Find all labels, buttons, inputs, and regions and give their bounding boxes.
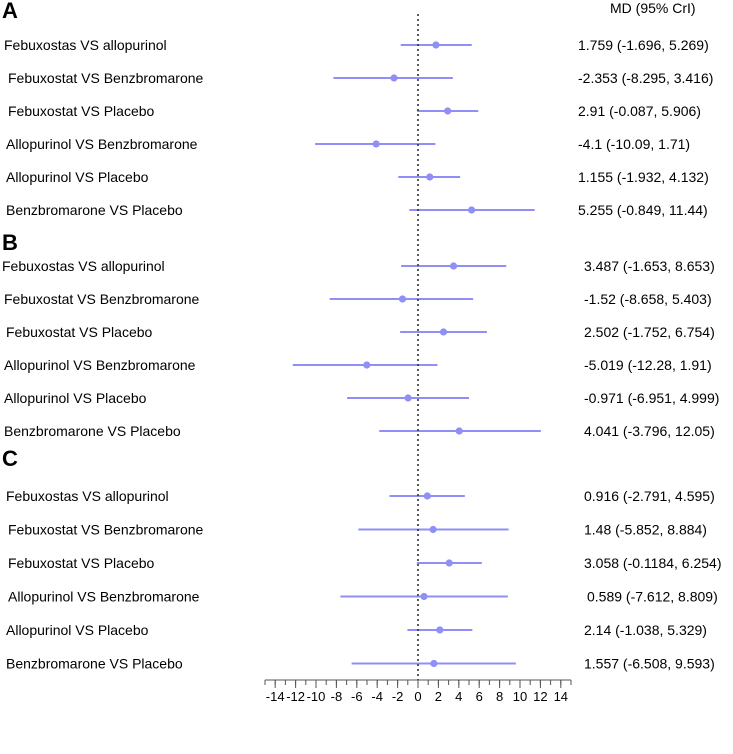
row-label: Febuxostat VS Benzbromarone [8,70,204,86]
row-label: Febuxostas VS allopurinol [2,258,165,274]
row-label: Benzbromarone VS Placebo [6,202,183,218]
row-label: Febuxostat VS Placebo [6,324,153,340]
x-tick-label: -6 [351,689,363,704]
forest-row: Febuxostat VS Benzbromarone -2.353 (-8.29… [8,70,713,86]
forest-row: Allopurinol VS Placebo -0.971 (-6.951, 4.… [4,390,719,406]
ci-value-label: 1.557 (-6.508, 9.593) [584,656,715,672]
ci-value-label: -4.1 (-10.09, 1.71) [578,136,690,152]
point-estimate-marker [430,659,438,668]
forest-row: Febuxostat VS Placebo 2.502 (-1.752, 6.75… [6,324,715,340]
row-label: Allopurinol VS Placebo [6,622,149,638]
forest-row: Benzbromarone VS Placebo 5.255 (-0.849, 1… [6,202,708,218]
x-tick-label: -2 [392,689,404,704]
point-estimate-marker [439,328,448,336]
ci-column-header: MD (95% CrI) [610,0,696,16]
point-estimate-marker [468,206,476,214]
panels: A Febuxostas VS allopurinol 1.759 (-1.696,… [2,0,722,672]
ci-value-label: 4.041 (-3.796, 12.05) [584,423,715,439]
x-tick-label: 10 [513,689,527,704]
ci-value-label: -1.52 (-8.658, 5.403) [584,291,712,307]
x-tick-label: -4 [371,689,383,704]
forest-row: Febuxostas VS allopurinol 3.487 (-1.653, … [2,258,715,274]
row-label: Allopurinol VS Benzbromarone [4,357,196,373]
point-estimate-marker [420,592,428,601]
forest-row: Allopurinol VS Benzbromarone -4.1 (-10.09… [6,136,690,152]
forest-row: Allopurinol VS Benzbromarone -5.019 (-12.… [4,357,712,373]
ci-value-label: -0.971 (-6.951, 4.999) [584,390,719,406]
row-label: Allopurinol VS Benzbromarone [6,136,198,152]
ci-value-label: -5.019 (-12.28, 1.91) [584,357,712,373]
ci-value-label: 5.255 (-0.849, 11.44) [578,202,708,218]
point-estimate-marker [363,361,371,369]
row-label: Febuxostat VS Placebo [8,103,155,119]
forest-row: Febuxostas VS allopurinol 0.916 (-2.791, … [6,488,715,504]
x-tick-label: 14 [554,689,568,704]
ci-value-label: 2.91 (-0.087, 5.906) [578,103,701,119]
ci-value-label: 1.48 (-5.852, 8.884) [584,522,707,538]
row-label: Febuxostat VS Benzbromarone [4,291,200,307]
row-label: Febuxostat VS Benzbromarone [8,522,204,538]
point-estimate-marker [449,262,458,270]
forest-row: Allopurinol VS Benzbromarone 0.589 (-7.61… [8,589,718,605]
forest-row: Benzbromarone VS Placebo 4.041 (-3.796, 1… [4,423,715,439]
row-label: Allopurinol VS Placebo [6,169,149,185]
row-label: Febuxostat VS Placebo [8,555,155,571]
point-estimate-marker [372,140,380,148]
forest-row: Benzbromarone VS Placebo 1.557 (-6.508, 9… [6,656,715,672]
x-tick-label: 2 [435,689,442,704]
point-estimate-marker [432,41,440,49]
forest-row: Febuxostat VS Benzbromarone 1.48 (-5.852,… [8,522,707,538]
row-label: Febuxostas VS allopurinol [6,488,169,504]
point-estimate-marker [436,626,444,634]
x-tick-label: -12 [286,689,305,704]
panel-c: C Febuxostas VS allopurinol 0.916 (-2.791,… [2,446,722,672]
ci-value-label: 1.759 (-1.696, 5.269) [578,37,709,53]
row-label: Benzbromarone VS Placebo [6,656,183,672]
point-estimate-marker [423,492,431,500]
ci-value-label: 0.589 (-7.612, 8.809) [587,589,718,605]
row-label: Allopurinol VS Benzbromarone [8,589,200,605]
point-estimate-marker [429,525,437,534]
point-estimate-marker [390,74,398,82]
ci-value-label: 3.487 (-1.653, 8.653) [584,258,715,274]
ci-value-label: 1.155 (-1.932, 4.132) [578,169,709,185]
row-label: Allopurinol VS Placebo [4,390,147,406]
point-estimate-marker [404,394,412,402]
ci-value-label: 2.14 (-1.038, 5.329) [584,622,707,638]
x-axis: -14 -12 -10 -8 -6 -4 -2 0 2 4 6 8 10 12 14 [264,679,572,704]
forest-row: Febuxostat VS Benzbromarone -1.52 (-8.658… [4,291,712,307]
x-tick-label: -14 [266,689,285,704]
forest-row: Febuxostat VS Placebo 3.058 (-0.1184, 6.2… [8,555,722,571]
x-tick-label: 12 [533,689,547,704]
ci-value-label: 0.916 (-2.791, 4.595) [584,488,715,504]
row-label: Febuxostas VS allopurinol [4,37,167,53]
point-estimate-marker [444,107,452,115]
panel-label: A [2,0,18,23]
x-tick-label: 6 [476,689,483,704]
x-tick-label: 8 [496,689,503,704]
point-estimate-marker [398,295,407,303]
point-estimate-marker [426,173,434,181]
x-tick-label: -8 [331,689,343,704]
panel-b: B Febuxostas VS allopurinol 3.487 (-1.653,… [2,230,719,439]
forest-row: Allopurinol VS Placebo 1.155 (-1.932, 4.1… [6,169,709,185]
panel-label: C [2,446,18,471]
point-estimate-marker [455,427,463,435]
x-tick-label: 0 [414,689,421,704]
x-tick-label: -10 [307,689,326,704]
ci-value-label: 3.058 (-0.1184, 6.254) [584,555,722,571]
point-estimate-marker [445,559,453,567]
x-tick-label: 4 [455,689,462,704]
forest-row: Allopurinol VS Placebo 2.14 (-1.038, 5.32… [6,622,707,638]
forest-row: Febuxostat VS Placebo 2.91 (-0.087, 5.906… [8,103,701,119]
row-label: Benzbromarone VS Placebo [4,423,181,439]
ci-value-label: -2.353 (-8.295, 3.416) [578,70,713,86]
ci-value-label: 2.502 (-1.752, 6.754) [584,324,715,340]
panel-label: B [2,230,18,255]
panel-a: A Febuxostas VS allopurinol 1.759 (-1.696,… [2,0,713,218]
forest-row: Febuxostas VS allopurinol 1.759 (-1.696, … [4,37,709,53]
